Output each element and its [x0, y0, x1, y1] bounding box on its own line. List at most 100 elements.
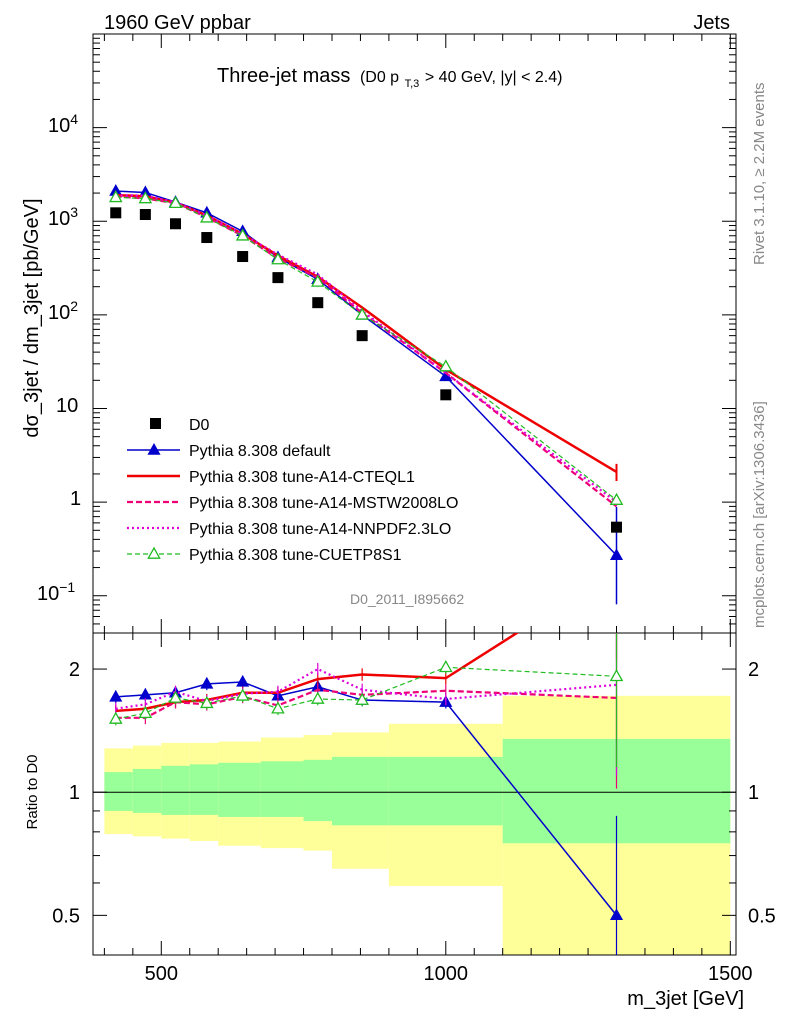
green-band-bin — [388, 756, 503, 826]
data-point — [609, 548, 624, 561]
data-point — [235, 228, 250, 241]
legend-label: Pythia 8.308 tune-A14-MSTW2008LO — [189, 495, 458, 512]
main-y-tick-labels: 104 103 102 10 1 10−1 — [37, 111, 81, 605]
legend-label: Pythia 8.308 tune-CUETP8S1 — [189, 547, 402, 564]
green-band-bin — [189, 764, 219, 815]
chart-title-main: Three-jet mass — [217, 65, 350, 87]
rivet-version-label: Rivet 3.1.10, ≥ 2.2M events — [751, 83, 768, 266]
legend-entry: Pythia 8.308 tune-A14-MSTW2008LO — [127, 495, 458, 512]
ratio-y-tick-label-right: 1 — [748, 782, 759, 804]
chart-title-subscript: T,3 — [405, 78, 420, 90]
ratio-point — [168, 690, 183, 703]
y-tick-label-1: 1 — [70, 488, 81, 510]
d0-data-point — [356, 330, 368, 342]
legend-entry: Pythia 8.308 default — [127, 442, 331, 460]
x-tick-label: 1000 — [424, 963, 469, 985]
d0-data-point — [201, 232, 213, 244]
green-band-bin — [260, 761, 304, 817]
legend: D0 Pythia 8.308 default Pythia 8.308 tune-… — [127, 417, 458, 564]
data-point — [355, 307, 369, 320]
green-band-bin — [303, 759, 332, 822]
ratio-point — [310, 691, 325, 704]
ratio-point — [200, 676, 214, 689]
green-band-bin — [218, 762, 261, 817]
ratio-point — [108, 711, 123, 724]
ratio-series-line — [115, 633, 520, 713]
d0-data-point — [170, 218, 182, 230]
ratio-panel-data — [108, 633, 624, 955]
series-line — [115, 194, 618, 503]
ratio-panel-frame — [92, 632, 737, 956]
ratio-axis-ticks: 0.5 0.5 1 1 2 2 500 1000 1500 — [52, 633, 776, 985]
ratio-y-tick-label-right: 0.5 — [748, 905, 776, 927]
x-tick-label: 1500 — [708, 963, 753, 985]
legend-marker — [147, 442, 161, 455]
series-line — [115, 196, 617, 501]
ratio-y-tick-label: 1 — [69, 782, 80, 804]
analysis-id-watermark: D0_2011_I895662 — [350, 591, 464, 607]
ratio-series-line — [115, 681, 618, 916]
header-jets-label: Jets — [693, 12, 730, 34]
mcplots-reference-label: mcplots.cern.ch [arXiv:1306.3436] — [751, 401, 768, 628]
y-tick-label-1e4: 104 — [48, 111, 78, 137]
data-point — [168, 195, 183, 209]
chart-title: Three-jet mass (D0 p T,3 > 40 GeV, |y| <… — [217, 65, 562, 92]
legend-label: D0 — [189, 417, 210, 434]
y-tick-label-1e-1: 10−1 — [37, 579, 75, 605]
x-tick-label: 500 — [145, 963, 178, 985]
ratio-uncertainty-bands — [93, 695, 736, 955]
legend-label: Pythia 8.308 default — [189, 443, 331, 460]
ratio-point — [609, 908, 624, 921]
ratio-point — [235, 688, 250, 701]
d0-data-point — [237, 251, 249, 263]
data-point — [438, 359, 453, 372]
data-point — [609, 492, 624, 505]
legend-marker — [147, 546, 161, 559]
d0-data-point — [440, 389, 452, 401]
legend-entry: Pythia 8.308 tune-CUETP8S1 — [127, 546, 402, 564]
ratio-point — [199, 695, 214, 709]
legend-marker — [150, 418, 161, 429]
d0-data-point — [272, 272, 284, 284]
ratio-point — [609, 668, 624, 682]
data-point — [138, 191, 153, 204]
green-band-bin — [104, 772, 133, 811]
legend-entry: Pythia 8.308 tune-A14-CTEQL1 — [127, 469, 415, 486]
d0-data-point — [611, 521, 623, 533]
data-point — [108, 190, 123, 203]
main-panel-frame — [92, 33, 737, 634]
x-axis-label: m_3jet [GeV] — [627, 988, 744, 1010]
legend-entry: D0 — [150, 417, 210, 434]
ratio-point — [355, 692, 369, 705]
chart-title-sub: (D0 p — [360, 69, 399, 86]
ratio-series-line — [115, 667, 617, 710]
green-band-bin — [331, 756, 389, 826]
data-point — [199, 210, 214, 223]
d0-data-point — [139, 209, 151, 221]
y-tick-label-10: 10 — [56, 395, 78, 417]
legend-label: Pythia 8.308 tune-A14-CTEQL1 — [189, 469, 415, 486]
ratio-y-axis-label: Ratio to D0 — [24, 754, 41, 829]
legend-entry: Pythia 8.308 tune-A14-NNPDF2.3LO — [127, 521, 451, 538]
green-band-bin — [161, 765, 190, 815]
ratio-y-tick-label: 0.5 — [52, 905, 80, 927]
ratio-series-line — [115, 666, 617, 720]
ratio-point — [271, 701, 285, 714]
y-tick-label-1e2: 102 — [48, 298, 78, 324]
ratio-series-line — [115, 688, 617, 719]
ratio-point — [138, 705, 153, 719]
data-point — [310, 274, 325, 287]
data-point — [271, 252, 285, 265]
ratio-series — [108, 633, 624, 768]
green-band-bin — [132, 768, 162, 813]
d0-data-point — [312, 297, 324, 309]
d0-data-point — [110, 207, 122, 219]
chart-title-tail: > 40 GeV, |y| < 2.4) — [425, 69, 563, 86]
header-energy-label: 1960 GeV ppbar — [104, 12, 251, 34]
ratio-y-tick-label-right: 2 — [748, 659, 759, 681]
main-axis-ticks — [93, 33, 736, 634]
main-y-axis-label: dσ_3jet / dm_3jet [pb/GeV] — [21, 198, 43, 437]
legend-label: Pythia 8.308 tune-A14-NNPDF2.3LO — [189, 521, 451, 538]
ratio-point — [236, 674, 250, 687]
